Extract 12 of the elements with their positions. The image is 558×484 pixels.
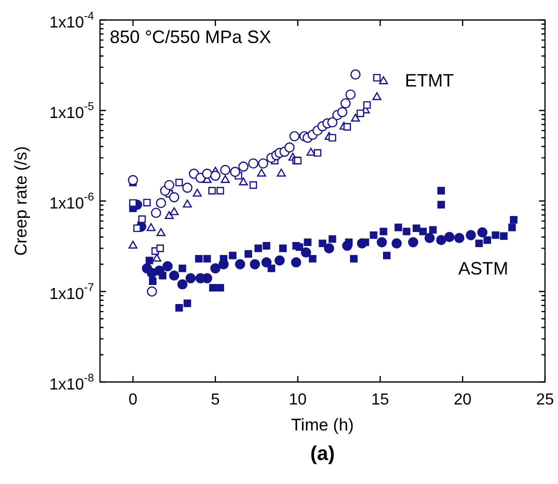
annotation: ETMT [404,70,454,91]
text: (a) [310,442,335,465]
x-tick-label: 10 [288,391,307,408]
y-axis-title: Creep rate (/s) [12,146,31,256]
x-tick-label: 25 [536,391,554,408]
x-tick-label: 0 [128,391,138,408]
annotation: ASTM [458,258,508,279]
x-tick-label: 5 [210,391,220,408]
x-tick-label: 15 [371,391,390,408]
x-tick-label: 20 [454,391,472,408]
x-axis-title: Time (h) [291,416,354,435]
annotation: 850 °C/550 MPa SX [110,27,272,48]
